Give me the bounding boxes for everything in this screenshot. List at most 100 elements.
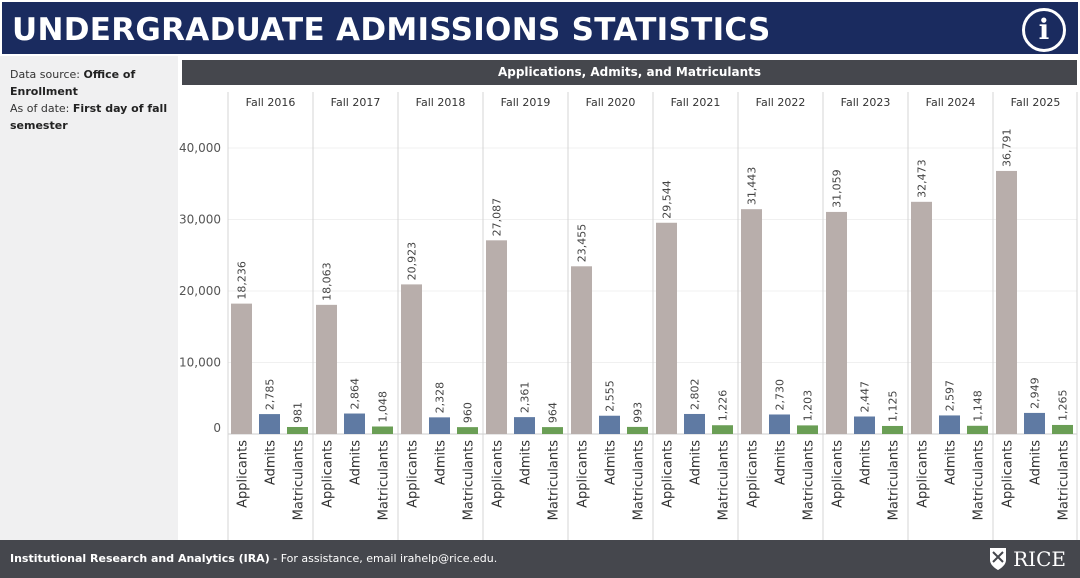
- data-label: 960: [462, 402, 475, 423]
- category-label: Matriculants: [887, 440, 902, 521]
- data-label: 23,455: [576, 224, 589, 263]
- data-label: 2,597: [944, 380, 957, 412]
- category-label: Admits: [434, 440, 449, 485]
- category-label: Matriculants: [632, 440, 647, 521]
- rice-logo: RICE: [989, 546, 1066, 572]
- y-tick-label: 40,000: [179, 141, 221, 155]
- panel-header: Fall 2017: [331, 96, 381, 109]
- data-label: 1,203: [802, 390, 815, 422]
- bar-matriculants: [797, 425, 818, 434]
- chart-title: Applications, Admits, and Matriculants: [182, 60, 1077, 85]
- asof-label: As of date:: [10, 102, 73, 115]
- category-label: Matriculants: [717, 440, 732, 521]
- bar-applicants: [316, 304, 337, 434]
- y-tick-label: 0: [213, 421, 221, 435]
- header-bar: UNDERGRADUATE ADMISSIONS STATISTICS i: [0, 0, 1080, 56]
- category-label: Applicants: [406, 440, 421, 508]
- data-label: 1,048: [377, 391, 390, 423]
- data-label: 2,361: [519, 382, 532, 414]
- bar-admits: [259, 414, 280, 434]
- data-label: 18,236: [236, 261, 249, 300]
- source-label: Data source:: [10, 68, 84, 81]
- panel-header: Fall 2019: [501, 96, 551, 109]
- data-label: 27,087: [491, 198, 504, 237]
- panel-header: Fall 2021: [671, 96, 721, 109]
- bar-applicants: [911, 201, 932, 434]
- bar-matriculants: [542, 427, 563, 434]
- bar-admits: [769, 414, 790, 434]
- bar-applicants: [571, 266, 592, 434]
- bar-applicants: [826, 211, 847, 434]
- bar-matriculants: [372, 426, 393, 434]
- bar-matriculants: [457, 427, 478, 434]
- bar-applicants: [401, 284, 422, 434]
- page-title: UNDERGRADUATE ADMISSIONS STATISTICS: [12, 12, 771, 48]
- bar-admits: [514, 417, 535, 434]
- category-label: Applicants: [661, 440, 676, 508]
- bar-admits: [1024, 412, 1045, 434]
- footer-org: Institutional Research and Analytics (IR…: [10, 552, 270, 565]
- category-label: Admits: [349, 440, 364, 485]
- category-label: Applicants: [576, 440, 591, 508]
- data-label: 32,473: [916, 159, 929, 198]
- panel-header: Fall 2018: [416, 96, 466, 109]
- category-label: Applicants: [236, 440, 251, 508]
- panel-header: Fall 2024: [926, 96, 976, 109]
- data-label: 1,226: [717, 390, 730, 422]
- bar-matriculants: [712, 425, 733, 434]
- category-label: Matriculants: [462, 440, 477, 521]
- panel-header: Fall 2023: [841, 96, 891, 109]
- shield-icon: [990, 548, 1007, 570]
- data-label: 2,785: [264, 379, 277, 411]
- bar-applicants: [231, 303, 252, 434]
- data-label: 2,802: [689, 378, 702, 410]
- category-label: Applicants: [321, 440, 336, 508]
- data-label: 2,447: [859, 381, 872, 413]
- category-label: Admits: [859, 440, 874, 485]
- panel-header: Fall 2020: [586, 96, 636, 109]
- bar-matriculants: [882, 425, 903, 434]
- bar-admits: [939, 415, 960, 434]
- bar-applicants: [996, 170, 1017, 435]
- footer-assist[interactable]: - For assistance, email irahelp@rice.edu…: [269, 552, 498, 565]
- category-label: Applicants: [491, 440, 506, 508]
- panel-header: Fall 2016: [246, 96, 296, 109]
- asof-value: First day of fall semester: [10, 102, 168, 132]
- category-label: Matriculants: [802, 440, 817, 521]
- data-label: 31,059: [831, 169, 844, 208]
- category-label: Matriculants: [1057, 440, 1072, 521]
- data-label: 29,544: [661, 180, 674, 219]
- bar-matriculants: [287, 426, 308, 434]
- bar-matriculants: [1052, 424, 1073, 434]
- data-source: Data source: Office of Enrollment: [10, 66, 168, 100]
- data-label: 2,555: [604, 380, 617, 412]
- panel-header: Fall 2022: [756, 96, 806, 109]
- category-label: Admits: [1029, 440, 1044, 485]
- y-tick-label: 30,000: [179, 213, 221, 227]
- bar-admits: [684, 413, 705, 434]
- y-tick-label: 20,000: [179, 284, 221, 298]
- data-label: 20,923: [406, 242, 419, 281]
- data-label: 993: [632, 402, 645, 423]
- data-label: 2,864: [349, 378, 362, 410]
- category-label: Applicants: [746, 440, 761, 508]
- category-label: Matriculants: [547, 440, 562, 521]
- data-label: 18,063: [321, 262, 334, 301]
- data-label: 964: [547, 402, 560, 423]
- panel-header: Fall 2025: [1011, 96, 1061, 109]
- data-label: 36,791: [1001, 128, 1014, 167]
- logo-text: RICE: [1013, 547, 1066, 571]
- as-of-date: As of date: First day of fall semester: [10, 100, 168, 134]
- bar-admits: [344, 413, 365, 434]
- footer: Institutional Research and Analytics (IR…: [0, 540, 1080, 578]
- data-label: 31,443: [746, 167, 759, 206]
- data-label: 1,148: [972, 390, 985, 422]
- category-label: Admits: [604, 440, 619, 485]
- bar-matriculants: [627, 426, 648, 434]
- bar-admits: [429, 417, 450, 434]
- y-tick-label: 10,000: [179, 356, 221, 370]
- category-label: Matriculants: [972, 440, 987, 521]
- info-icon[interactable]: i: [1022, 8, 1066, 52]
- bar-admits: [854, 416, 875, 434]
